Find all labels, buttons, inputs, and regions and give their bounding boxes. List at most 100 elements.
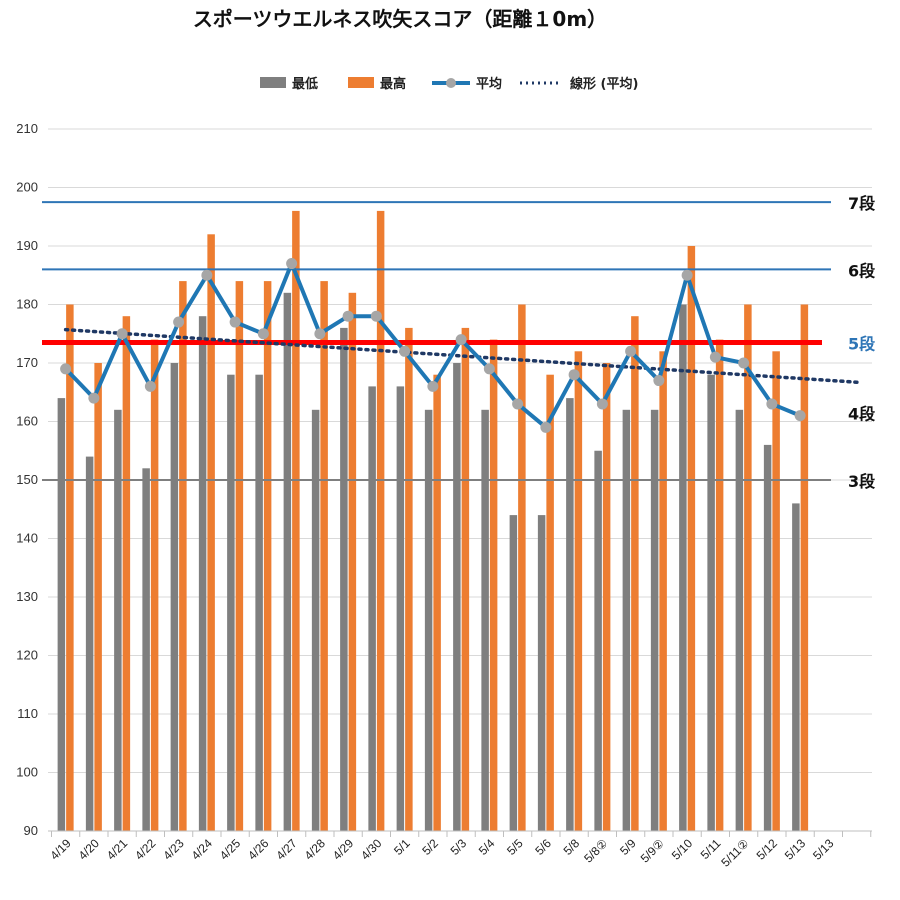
- average-point-6: [229, 316, 241, 328]
- x-tick-label-24: 5/11②: [718, 836, 751, 869]
- bar-min-16: [509, 515, 518, 831]
- bar-min-23: [707, 374, 715, 831]
- legend-label-average: 平均: [476, 76, 502, 92]
- x-tick-label-0: 4/19: [47, 836, 74, 863]
- average-point-24: [738, 357, 750, 369]
- x-tick-label-11: 4/30: [358, 836, 385, 863]
- bar-min-21: [650, 409, 659, 831]
- bar-max-8: [292, 210, 300, 831]
- legend-label-trend: 線形 (平均): [570, 76, 638, 92]
- bar-max-7: [263, 281, 272, 832]
- bar-min-8: [283, 292, 292, 831]
- x-tick-label-22: 5/10: [669, 836, 696, 863]
- average-point-16: [512, 398, 524, 410]
- legend-marker-average: [446, 78, 456, 88]
- bar-min-17: [537, 515, 546, 831]
- x-tick-label-13: 5/2: [419, 836, 441, 858]
- bar-min-14: [453, 363, 461, 831]
- x-tick-label-5: 4/24: [189, 836, 216, 863]
- x-tick-label-6: 4/25: [217, 836, 244, 863]
- bar-min-18: [566, 398, 574, 831]
- average-point-14: [455, 334, 467, 346]
- trendline-path: [63, 327, 860, 385]
- bar-min-15: [481, 409, 489, 831]
- x-tick-label-27: 5/13: [810, 836, 837, 863]
- bar-max-14: [461, 327, 470, 831]
- chart-title: スポーツウエルネス吹矢スコア（距離１0m）: [193, 7, 607, 31]
- x-tick-label-16: 5/5: [504, 836, 526, 858]
- bar-min-11: [368, 386, 376, 831]
- trendline: [63, 327, 860, 385]
- bar-max-19: [602, 363, 611, 831]
- bar-min-6: [227, 374, 235, 831]
- legend-label-max: 最高: [380, 76, 406, 92]
- x-tick-label-8: 4/27: [273, 836, 300, 863]
- average-point-7: [257, 328, 269, 340]
- x-tick-label-9: 4/28: [302, 836, 329, 863]
- average-point-10: [342, 310, 354, 322]
- legend-label-min: 最低: [292, 76, 318, 92]
- dan-label-3: 3段: [848, 472, 876, 491]
- y-tick-label-210: 210: [16, 121, 38, 136]
- y-tick-label-130: 130: [16, 589, 38, 604]
- bar-min-12: [396, 386, 405, 831]
- average-point-23: [709, 351, 721, 363]
- average-point-4: [173, 316, 185, 328]
- bar-min-26: [792, 503, 800, 831]
- y-tick-label-200: 200: [16, 180, 38, 195]
- bar-min-7: [255, 374, 263, 831]
- average-point-12: [399, 345, 411, 357]
- average-point-8: [286, 258, 298, 270]
- y-tick-label-140: 140: [16, 531, 38, 546]
- average-point-20: [625, 345, 637, 357]
- bar-min-5: [198, 316, 207, 831]
- x-tick-label-14: 5/3: [448, 836, 470, 858]
- x-tick-label-18: 5/8: [561, 836, 583, 858]
- side-label-0: 4段: [848, 405, 876, 424]
- y-tick-label-100: 100: [16, 765, 38, 780]
- average-point-5: [201, 269, 213, 281]
- bar-min-13: [424, 409, 433, 831]
- x-tick-label-15: 5/4: [476, 836, 498, 858]
- bar-min-20: [622, 409, 631, 831]
- bar-max-9: [320, 281, 328, 832]
- bar-max-23: [715, 339, 724, 831]
- bar-min-25: [763, 444, 772, 831]
- x-tick-label-2: 4/21: [104, 836, 131, 863]
- x-tick-label-1: 4/20: [76, 836, 103, 863]
- reference-lines: [42, 201, 831, 481]
- bar-min-9: [311, 409, 320, 831]
- bar-max-24: [744, 304, 752, 831]
- bar-max-17: [546, 374, 554, 831]
- x-tick-label-21: 5/9②: [638, 836, 667, 865]
- legend-swatch-min: [260, 77, 286, 88]
- dan-label-1: 6段: [848, 261, 876, 280]
- bar-max-11: [376, 210, 385, 831]
- y-tick-label-120: 120: [16, 648, 38, 663]
- x-tick-label-7: 4/26: [245, 836, 272, 863]
- bar-max-12: [405, 327, 413, 831]
- bar-min-0: [57, 398, 66, 831]
- bar-max-21: [659, 351, 667, 831]
- bar-max-15: [489, 339, 498, 831]
- bar-max-2: [122, 316, 131, 831]
- average-point-19: [596, 398, 608, 410]
- bar-max-16: [518, 304, 526, 831]
- average-point-11: [370, 310, 382, 322]
- bar-min-22: [679, 304, 687, 831]
- average-point-0: [60, 363, 72, 375]
- bar-min-4: [170, 363, 179, 831]
- bar-min-10: [340, 327, 348, 831]
- y-tick-label-150: 150: [16, 472, 38, 487]
- average-point-25: [766, 398, 778, 410]
- bar-max-5: [207, 234, 215, 832]
- y-tick-label-110: 110: [17, 706, 38, 721]
- average-point-26: [794, 410, 806, 422]
- average-point-22: [681, 269, 693, 281]
- average-point-18: [568, 369, 580, 381]
- y-tick-label-190: 190: [16, 238, 38, 253]
- dan-label-0: 7段: [848, 194, 876, 213]
- y-axis: 90 100 110 120 130 140 150 160 170 180 190 200 210: [16, 121, 38, 838]
- x-tick-label-4: 4/23: [160, 836, 187, 863]
